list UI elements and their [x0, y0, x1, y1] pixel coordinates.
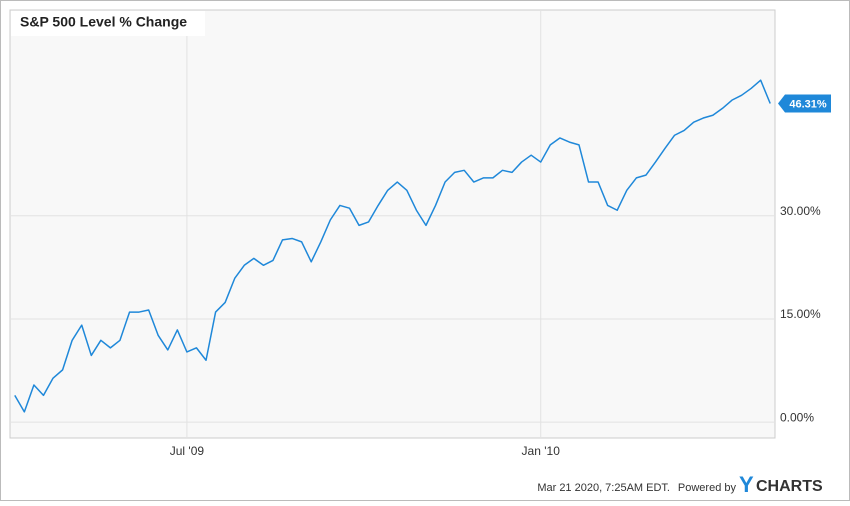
title-box: [11, 11, 205, 36]
chart-title: S&P 500 Level % Change: [20, 14, 187, 30]
brand: CHARTS: [756, 478, 823, 495]
value-tag: [778, 94, 831, 113]
plot-area: [9, 9, 776, 439]
y-tick-label: 15.00%: [780, 307, 821, 321]
value-label: 46.31%: [789, 98, 827, 110]
y-tick-label: 0.00%: [780, 410, 814, 424]
x-tick-label: Jul '09: [170, 444, 205, 458]
timestamp: Mar 21 2020, 7:25AM EDT.: [537, 482, 670, 494]
y-tick-label: 30.00%: [780, 204, 821, 218]
powered-by: Powered by: [678, 482, 737, 494]
line: [14, 79, 771, 413]
x-tick-label: Jan '10: [522, 444, 561, 458]
brand-y: Y: [739, 472, 754, 497]
